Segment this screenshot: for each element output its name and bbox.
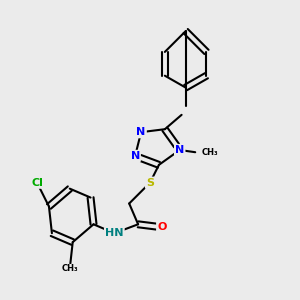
- Text: N: N: [136, 127, 146, 137]
- Text: CH₃: CH₃: [61, 264, 78, 273]
- Text: CH₃: CH₃: [201, 148, 218, 158]
- Text: N: N: [175, 145, 184, 155]
- Text: S: S: [146, 178, 154, 188]
- Text: Cl: Cl: [31, 178, 43, 188]
- Text: O: O: [157, 222, 167, 232]
- Text: N: N: [130, 151, 140, 161]
- Text: HN: HN: [105, 228, 124, 238]
